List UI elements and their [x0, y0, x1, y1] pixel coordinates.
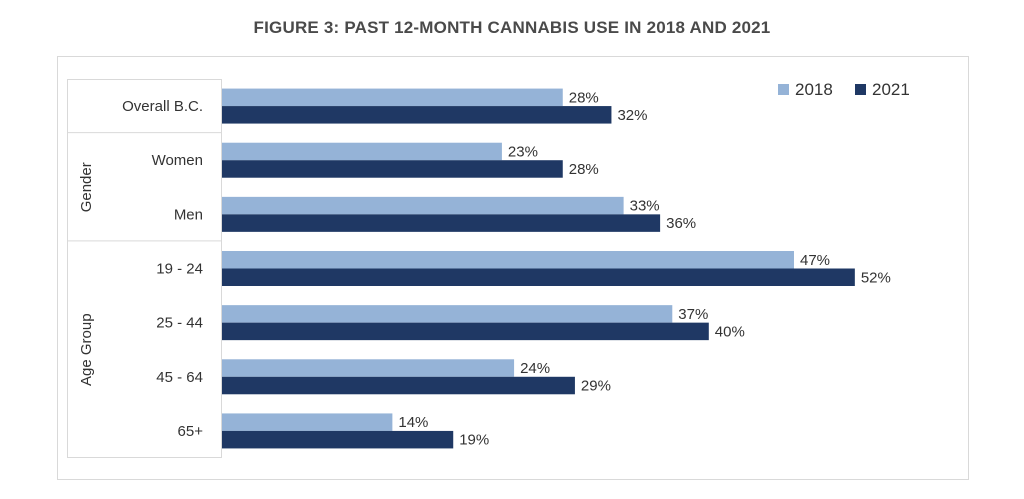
legend-swatch-2018: [778, 84, 789, 95]
legend-swatch-2021: [855, 84, 866, 95]
bar-2021: [222, 376, 575, 395]
legend-label-2018: 2018: [795, 80, 833, 99]
value-label-2018: 33%: [630, 198, 660, 215]
bar-2021: [222, 322, 709, 341]
bar-2018: [222, 196, 624, 215]
value-label-2021: 52%: [861, 269, 891, 286]
category-label: 45 - 64: [156, 369, 203, 386]
bar-2018: [222, 305, 673, 323]
chart-title: FIGURE 3: PAST 12-MONTH CANNABIS USE IN …: [253, 18, 771, 37]
bar-2021: [222, 160, 563, 178]
value-label-2021: 36%: [666, 215, 696, 232]
bar-2018: [222, 142, 502, 161]
bar-2018: [222, 251, 794, 269]
category-label: Men: [174, 206, 203, 223]
bar-2018: [222, 88, 563, 107]
bar-2021: [222, 214, 661, 232]
value-label-2021: 28%: [569, 161, 599, 178]
value-label-2021: 32%: [617, 107, 647, 124]
value-label-2018: 28%: [569, 89, 599, 106]
bar-2021: [222, 268, 855, 286]
value-label-2018: 14%: [398, 414, 428, 431]
legend: 2018 2021: [778, 80, 910, 99]
chart-frame: [57, 56, 969, 480]
group-label: Age Group: [78, 313, 95, 386]
value-label-2018: 47%: [800, 252, 830, 269]
legend-label-2021: 2021: [872, 80, 910, 99]
bar-2021: [222, 106, 612, 124]
bar-2021: [222, 430, 454, 449]
group-label: Gender: [78, 162, 95, 212]
bar-2018: [222, 413, 393, 431]
value-label-2018: 23%: [508, 143, 538, 160]
category-label: Women: [152, 152, 203, 169]
value-label-2021: 40%: [715, 323, 745, 340]
category-label: 25 - 44: [156, 315, 203, 332]
value-label-2018: 37%: [678, 306, 708, 323]
category-label: 19 - 24: [156, 261, 203, 278]
value-label-2021: 19%: [459, 432, 489, 449]
value-label-2021: 29%: [581, 378, 611, 395]
category-label: 65+: [178, 423, 204, 440]
category-label: Overall B.C.: [122, 98, 203, 115]
bar-2018: [222, 359, 515, 377]
value-label-2018: 24%: [520, 360, 550, 377]
